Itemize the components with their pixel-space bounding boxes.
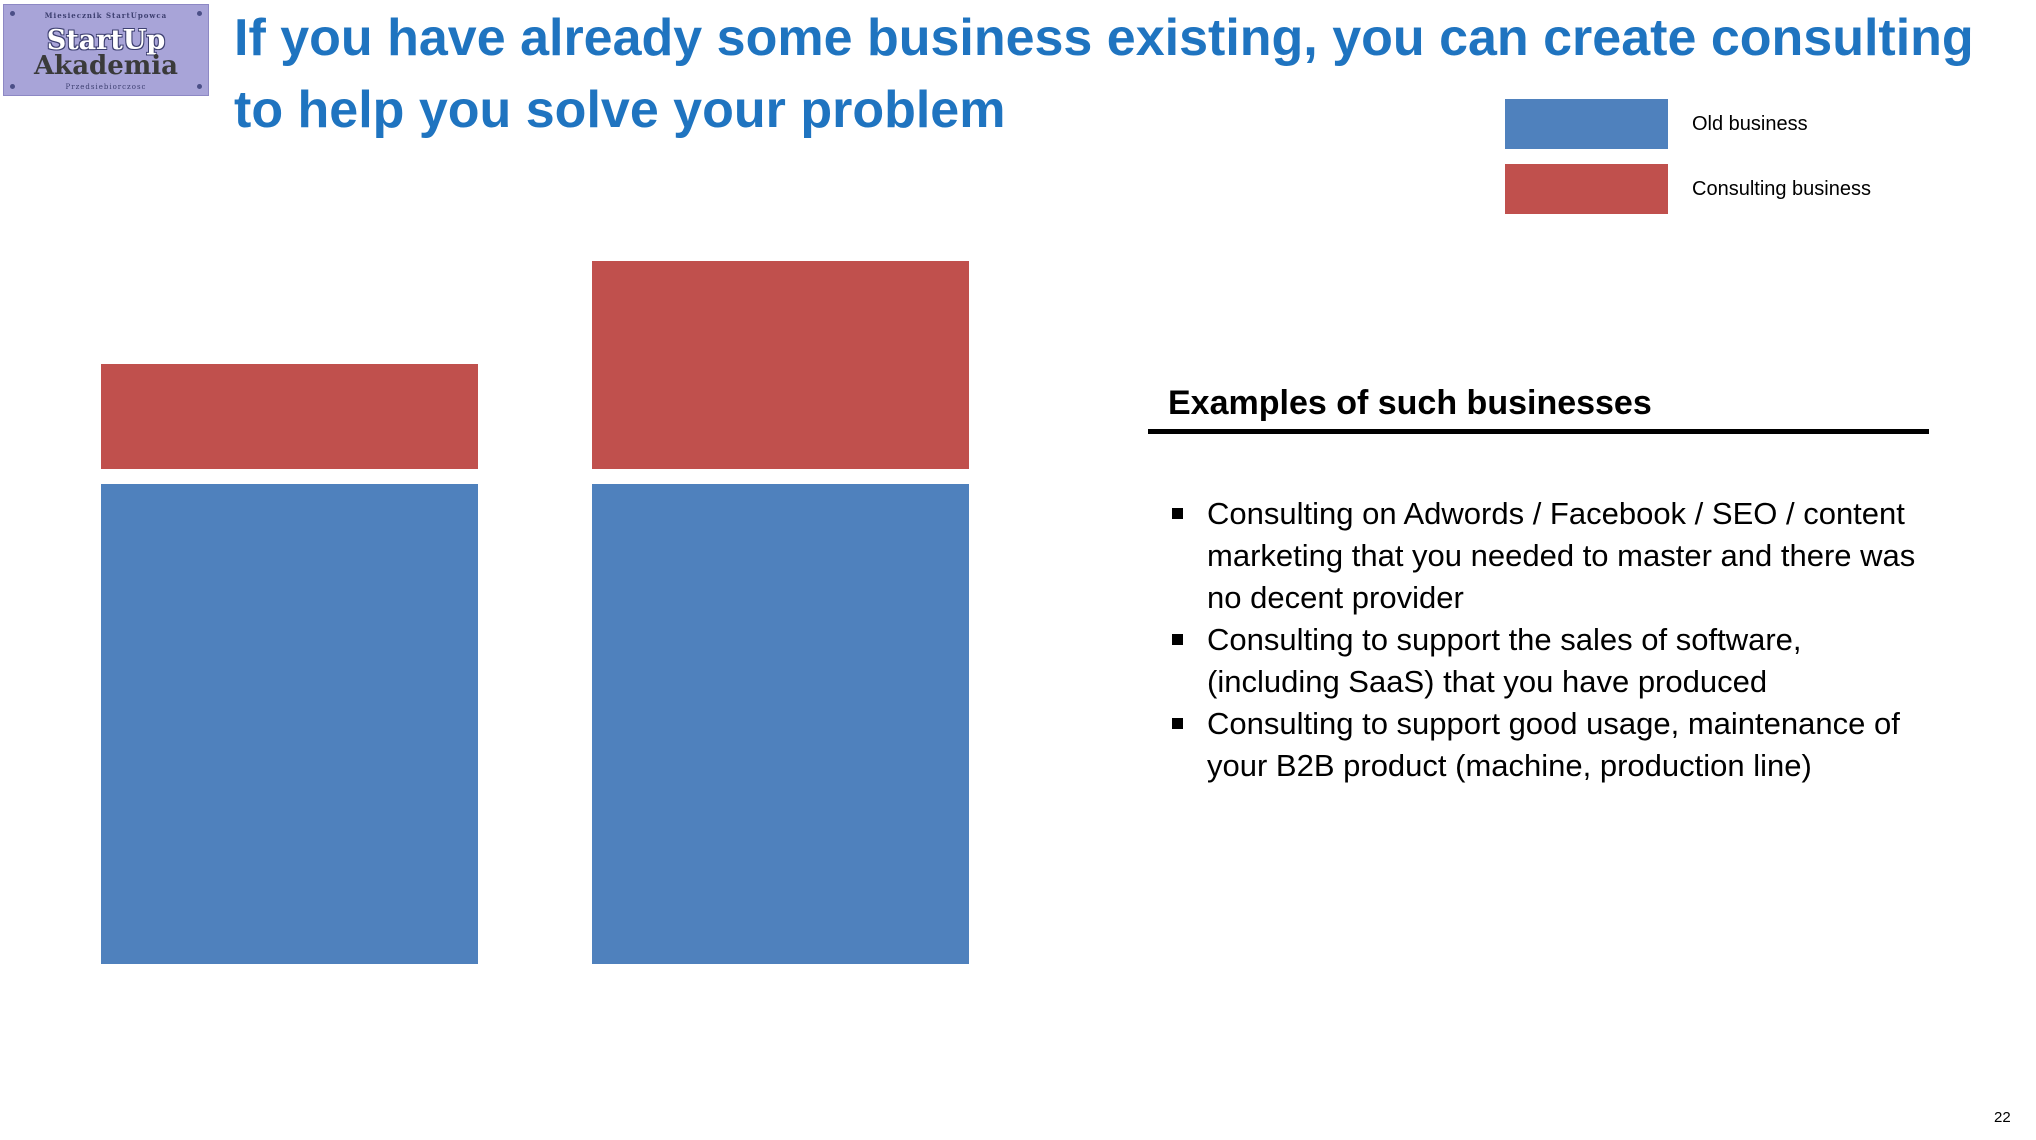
logo-bottom-text: Przedsiebiorczosc <box>65 83 147 91</box>
stacked-bar-chart <box>101 261 969 964</box>
logo-corner-dot <box>197 11 202 16</box>
startup-akademia-logo: Miesiecznik StartUpowca StartUp Akademia… <box>3 4 209 96</box>
bar-consulting-business-2 <box>592 261 969 469</box>
bar-old-business-1 <box>101 484 478 964</box>
square-bullet-icon <box>1172 508 1183 519</box>
legend-label-old-business: Old business <box>1692 113 1808 135</box>
bar-consulting-business-1 <box>101 364 478 469</box>
page-number: 22 <box>1994 1109 2011 1126</box>
examples-list-item-text: Consulting to support good usage, mainte… <box>1207 706 1900 783</box>
logo-main-text: StartUp <box>46 25 166 56</box>
examples-list-item: Consulting to support good usage, mainte… <box>1166 703 1926 787</box>
legend-swatch-consulting-business <box>1505 164 1668 214</box>
legend-swatch-old-business <box>1505 99 1668 149</box>
examples-heading: Examples of such businesses <box>1168 384 1652 422</box>
examples-list: Consulting on Adwords / Facebook / SEO /… <box>1166 493 1926 787</box>
logo-corner-dot <box>10 84 15 89</box>
logo-corner-dot <box>10 11 15 16</box>
square-bullet-icon <box>1172 634 1183 645</box>
bar-old-business-2 <box>592 484 969 964</box>
logo-sub-text: Akademia <box>34 51 178 81</box>
examples-list-item-text: Consulting to support the sales of softw… <box>1207 622 1802 699</box>
examples-heading-underline <box>1148 429 1929 434</box>
legend-label-consulting-business: Consulting business <box>1692 178 1871 200</box>
examples-list-item-text: Consulting on Adwords / Facebook / SEO /… <box>1207 496 1916 615</box>
logo-corner-dot <box>197 84 202 89</box>
examples-list-item: Consulting to support the sales of softw… <box>1166 619 1926 703</box>
slide-title: If you have already some business existi… <box>234 9 1974 139</box>
logo-top-text: Miesiecznik StartUpowca <box>44 11 168 20</box>
square-bullet-icon <box>1172 718 1183 729</box>
examples-list-item: Consulting on Adwords / Facebook / SEO /… <box>1166 493 1926 619</box>
